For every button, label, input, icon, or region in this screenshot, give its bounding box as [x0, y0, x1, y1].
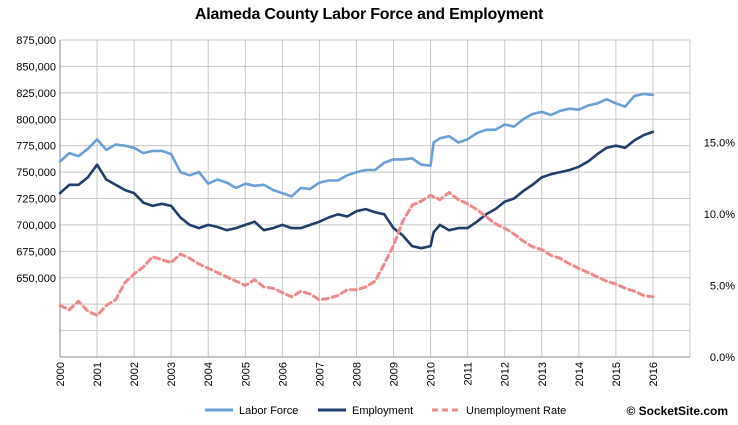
series-unemployment-rate	[58, 191, 655, 317]
x-tick-label: 2006	[277, 362, 289, 386]
x-axis-tick-labels: 2000 2001 2002 2003 2004 2005 2006 2007 2008 2009…	[55, 362, 660, 386]
legend: Labor Force Employment Unemployment Rate	[205, 405, 566, 417]
x-tick-label: 2014	[574, 362, 586, 386]
credit-text: © SocketSite.com	[626, 404, 728, 418]
grid-lines	[59, 39, 691, 358]
left-tick-label: 775,000	[16, 141, 56, 153]
left-tick-label: 700,000	[16, 220, 56, 232]
left-tick-label: 800,000	[16, 114, 56, 126]
x-tick-label: 2015	[611, 362, 623, 386]
left-tick-label: 875,000	[16, 35, 56, 47]
x-tick-label: 2009	[389, 362, 401, 386]
right-tick-label: 0.0%	[710, 352, 735, 364]
left-tick-label: 850,000	[16, 61, 56, 73]
left-tick-label: 650,000	[16, 273, 56, 285]
x-tick-label: 2012	[500, 362, 512, 386]
series-labor-force	[58, 92, 655, 198]
x-tick-label: 2004	[203, 362, 215, 386]
x-tick-label: 2010	[426, 362, 438, 386]
x-tick-label: 2008	[351, 362, 363, 386]
chart-title: Alameda County Labor Force and Employmen…	[194, 6, 544, 23]
right-tick-label: 15.0%	[704, 137, 735, 149]
left-tick-label: 675,000	[16, 246, 56, 258]
x-tick-label: 2002	[129, 362, 141, 386]
series-employment	[58, 130, 655, 250]
series-lines	[58, 92, 655, 317]
x-tick-label: 2005	[240, 362, 252, 386]
right-tick-label: 10.0%	[704, 209, 735, 221]
legend-label: Unemployment Rate	[466, 405, 566, 417]
legend-label: Labor Force	[239, 405, 298, 417]
x-tick-label: 2016	[648, 362, 660, 386]
right-tick-label: 5.0%	[710, 280, 735, 292]
x-tick-label: 2011	[463, 362, 475, 386]
left-tick-label: 725,000	[16, 194, 56, 206]
left-tick-label: 750,000	[16, 167, 56, 179]
x-tick-label: 2013	[537, 362, 549, 386]
right-axis-tick-labels: 0.0% 5.0% 10.0% 15.0%	[704, 137, 735, 364]
legend-label: Employment	[352, 405, 413, 417]
x-tick-label: 2007	[314, 362, 326, 386]
left-tick-label: 825,000	[16, 88, 56, 100]
x-tick-label: 2003	[166, 362, 178, 386]
left-axis-tick-labels: 650,000 675,000 700,000 725,000 750,000 775,0…	[16, 35, 56, 285]
x-tick-label: 2000	[55, 362, 67, 386]
x-tick-label: 2001	[92, 362, 104, 386]
